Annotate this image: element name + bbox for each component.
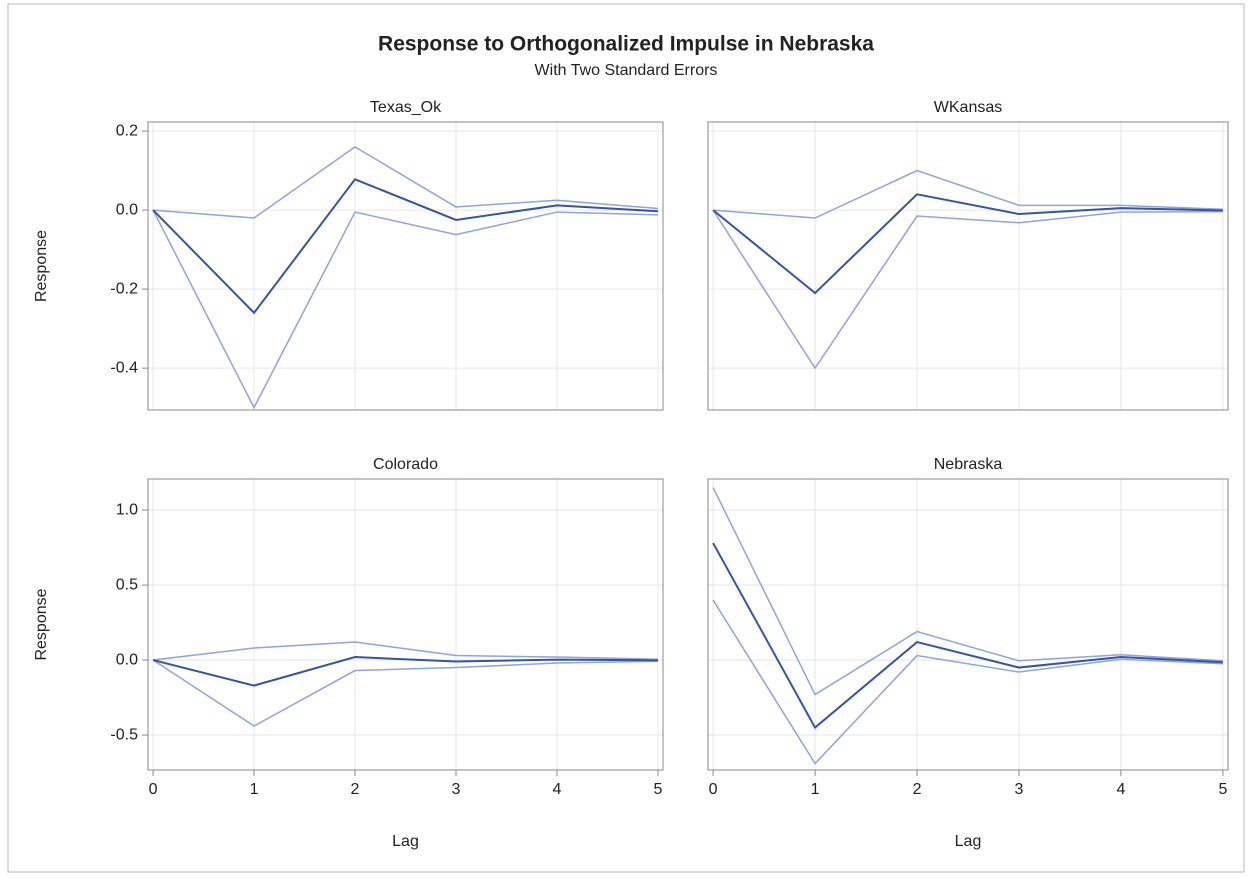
x-tick-label: 1	[250, 781, 259, 798]
x-tick-label: 1	[811, 781, 820, 798]
error-band-line	[713, 169, 1223, 219]
x-axis-label: Lag	[392, 833, 419, 850]
error-band-line	[152, 145, 659, 219]
x-tick-label: 3	[1015, 781, 1024, 798]
x-axis-label: Lag	[955, 833, 982, 850]
y-tick-label: -0.4	[110, 359, 138, 376]
x-tick-label: 4	[1116, 781, 1125, 798]
x-tick-label: 5	[653, 781, 662, 798]
panel-title: Nebraska	[934, 456, 1003, 473]
x-tick-label: 2	[913, 781, 922, 798]
y-tick-label: -0.5	[110, 726, 138, 743]
y-axis-label: Response	[33, 230, 50, 302]
chart-title: Response to Orthogonalized Impulse in Ne…	[378, 33, 874, 56]
x-tick-label: 5	[1218, 781, 1227, 798]
y-tick-label: 0.0	[116, 651, 138, 668]
plot-frame	[707, 478, 1229, 771]
panel-title: Colorado	[373, 456, 438, 473]
y-axis-label: Response	[33, 588, 50, 660]
x-tick-label: 0	[709, 781, 718, 798]
response-line	[152, 656, 658, 687]
error-band-line	[152, 209, 658, 410]
y-tick-label: 0.0	[116, 201, 138, 218]
error-band-line	[712, 209, 1223, 370]
response-line	[712, 193, 1223, 295]
panel-title: Texas_Ok	[370, 99, 442, 116]
y-tick-label: -0.2	[110, 280, 138, 297]
response-line	[152, 178, 659, 315]
outer-frame	[7, 3, 1245, 873]
y-tick-label: 0.5	[116, 576, 138, 593]
chart-subtitle: With Two Standard Errors	[535, 62, 718, 79]
error-band-line	[152, 659, 658, 727]
plot-frame	[147, 121, 664, 411]
panel-title: WKansas	[934, 99, 1002, 116]
y-tick-label: 1.0	[116, 501, 138, 518]
error-band-line	[712, 599, 1223, 765]
plot-frame	[147, 478, 664, 771]
x-tick-label: 2	[351, 781, 360, 798]
plot-frame	[707, 121, 1229, 411]
x-tick-label: 0	[149, 781, 158, 798]
x-tick-label: 4	[553, 781, 562, 798]
error-band-line	[152, 641, 658, 661]
response-line	[712, 542, 1223, 730]
x-tick-label: 3	[452, 781, 461, 798]
error-band-line	[712, 487, 1223, 696]
y-tick-label: 0.2	[116, 122, 138, 139]
